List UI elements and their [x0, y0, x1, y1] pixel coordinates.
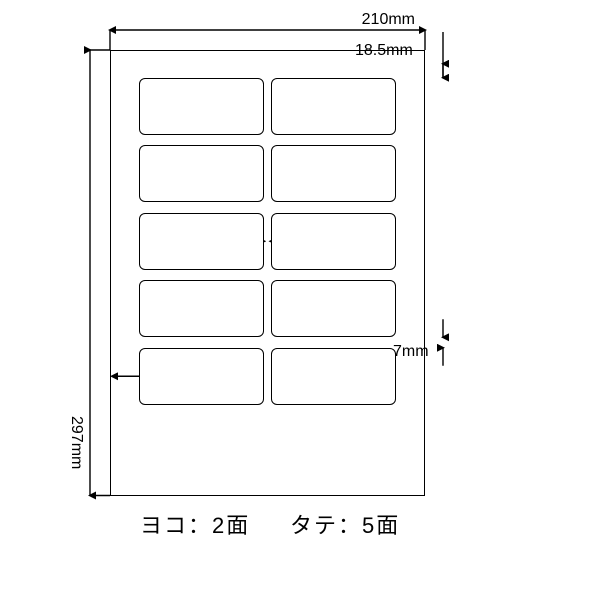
label-cell: [271, 145, 397, 202]
dim-gap-y: 7mm: [393, 344, 429, 360]
label-cell: [271, 78, 397, 135]
label-cell: [139, 213, 265, 270]
label-cell: [139, 280, 265, 337]
label-cell: [271, 213, 397, 270]
caption-vertical: タテ：5面: [290, 508, 400, 540]
dim-page-height: 297mm: [68, 416, 84, 469]
label-cell: [271, 280, 397, 337]
dim-page-width: 210mm: [362, 12, 415, 28]
label-cell: [139, 348, 265, 405]
diagram-stage: 210mm 18.5mm 83.8mm 38mm 4.2mm 7mm 19mm …: [0, 0, 600, 600]
dim-margin-top: 18.5mm: [355, 43, 413, 59]
caption-horizontal: ヨコ：2面: [140, 508, 250, 540]
label-cell: [139, 78, 265, 135]
label-cell: [139, 145, 265, 202]
label-cell: [271, 348, 397, 405]
